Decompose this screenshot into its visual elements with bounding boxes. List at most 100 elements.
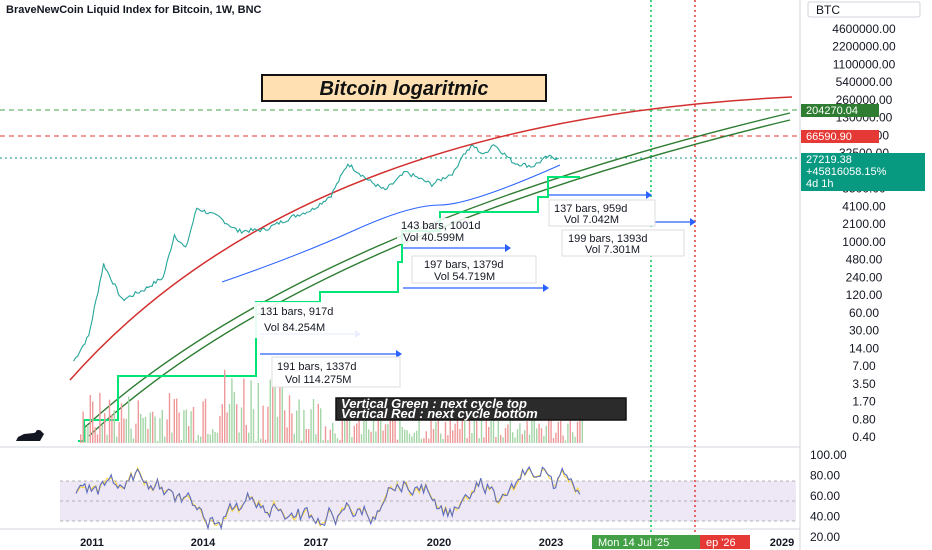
volume-bar (459, 429, 461, 443)
time-axis[interactable]: 2011 2014 2017 2020 2023 2029 (80, 537, 794, 549)
volume-bar (444, 421, 447, 443)
arrowhead-199 (690, 218, 696, 226)
volume-bar (442, 439, 444, 443)
volume-bar (356, 423, 358, 443)
volume-bar (569, 415, 571, 443)
volume-bar (312, 399, 315, 443)
green-support-curve-upper (83, 112, 791, 429)
volume-bar (406, 430, 408, 443)
volume-bar (418, 420, 420, 443)
volume-bar (320, 408, 322, 443)
price-axis-tick: 260000.00 (836, 93, 893, 107)
time-axis-tick: 2023 (539, 537, 563, 549)
volume-bar (245, 424, 247, 443)
volume-bar (341, 419, 343, 443)
volume-bar (111, 414, 113, 443)
volume-bar (303, 409, 305, 443)
volume-bar (238, 432, 240, 443)
volume-bar (339, 440, 341, 443)
volume-bar (279, 368, 281, 443)
volume-bar (296, 410, 298, 443)
annotation-197-line2: Vol 54.719M (434, 271, 495, 283)
volume-bar (250, 380, 252, 443)
volume-bar (132, 438, 135, 443)
volume-bar (152, 411, 154, 443)
green-date-tag (592, 535, 700, 549)
arrowhead-143 (505, 244, 511, 252)
oscillator-axis[interactable]: 100.00 80.00 60.00 40.00 20.00 (810, 448, 847, 544)
volume-bar (411, 436, 413, 443)
price-axis-tick: 4100.00 (842, 199, 886, 213)
volume-bar (137, 400, 139, 443)
tradingview-logo-icon[interactable] (16, 430, 44, 441)
volume-bar (116, 436, 118, 443)
volume-bar (370, 431, 372, 443)
red-level-tag (801, 130, 879, 143)
volume-bar (480, 417, 483, 443)
volume-bar (483, 437, 485, 443)
volume-bar (224, 369, 226, 443)
volume-bar (173, 398, 175, 443)
volume-bar (94, 427, 96, 443)
volume-bars (80, 363, 583, 443)
volume-bar (495, 437, 497, 443)
volume-bar (514, 437, 516, 443)
green-level-tag (801, 104, 879, 117)
annotation-box-131 (254, 302, 366, 338)
volume-bar (108, 399, 111, 443)
price-axis-tick: 14.00 (849, 341, 879, 355)
volume-bar (572, 432, 574, 443)
volume-bar (560, 420, 562, 443)
volume-bar (120, 403, 123, 443)
time-axis-tick: 2020 (427, 537, 451, 549)
volume-bar (248, 432, 250, 443)
volume-bar (394, 420, 396, 443)
volume-bar (384, 424, 387, 443)
bar-countdown: 4d 1h (806, 178, 834, 190)
volume-bar (468, 411, 471, 443)
volume-bar (305, 429, 307, 443)
volume-bar (135, 423, 137, 443)
moving-average-line (221, 164, 561, 283)
volume-bar (178, 412, 180, 443)
volume-bar (555, 432, 557, 443)
volume-bar (360, 434, 363, 443)
volume-bar (202, 401, 204, 443)
volume-bar (454, 423, 456, 443)
volume-bar (128, 396, 130, 443)
price-line (73, 144, 559, 362)
volume-bar (504, 428, 507, 443)
volume-bar (298, 399, 300, 443)
volume-bar (324, 426, 327, 443)
volume-bar (80, 434, 82, 443)
price-axis-tick: 1000.00 (842, 235, 886, 249)
volume-bar (447, 435, 449, 443)
volume-bar (274, 366, 276, 443)
volume-bar (524, 430, 526, 443)
volume-bar (212, 429, 214, 443)
volume-bar (471, 433, 473, 443)
volume-bar (382, 430, 384, 443)
volume-bar (288, 395, 291, 443)
volume-bar (236, 404, 238, 443)
price-axis-tick: 30.00 (849, 324, 879, 338)
volume-bar (168, 393, 171, 443)
volume-bar (176, 398, 178, 443)
volume-bar (149, 412, 151, 443)
volume-bar (543, 436, 545, 443)
volume-bar (576, 421, 579, 443)
volume-bar (416, 430, 418, 443)
price-axis-tick: 540000.00 (836, 75, 893, 89)
volume-bar (142, 417, 144, 443)
volume-bar (408, 433, 411, 443)
volume-bar (516, 429, 519, 443)
volume-bar (404, 429, 406, 443)
volume-bar (466, 438, 468, 443)
currency-box[interactable] (807, 1, 921, 18)
volume-bar (101, 424, 103, 443)
volume-bar (231, 378, 233, 443)
volume-bar (456, 413, 459, 443)
last-price-tag (801, 153, 925, 191)
volume-bar (209, 434, 211, 443)
volume-bar (154, 416, 156, 443)
